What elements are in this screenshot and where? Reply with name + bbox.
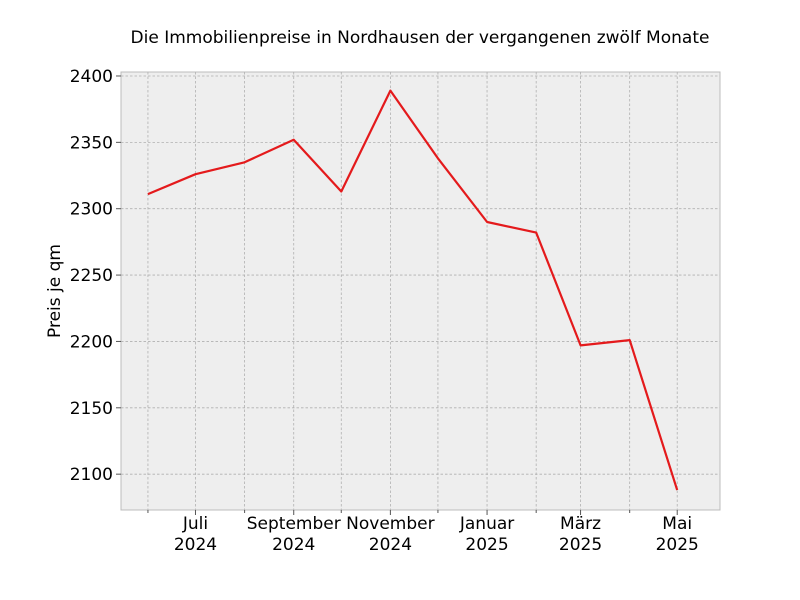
x-tick-label-year: 2024	[272, 535, 315, 555]
x-tick-label-month: Januar	[459, 514, 514, 534]
x-tick-labels: Juli2024September2024November2024Januar2…	[174, 514, 699, 555]
axis-ticks	[116, 75, 678, 515]
x-tick-label-year: 2025	[465, 535, 508, 555]
y-tick-label: 2300	[70, 200, 113, 220]
x-tick-label-month: Mai	[662, 514, 692, 534]
y-tick-label: 2200	[70, 332, 113, 352]
x-tick-label-month: Juli	[182, 514, 208, 534]
series-line	[147, 89, 679, 491]
y-tick-labels: 2100 2150 2200 2250 2300 2350 2400	[70, 67, 113, 485]
y-tick-label: 2100	[70, 465, 113, 485]
x-tick-label-month: November	[346, 514, 434, 534]
plot-area	[120, 71, 721, 511]
y-tick-label: 2350	[70, 133, 113, 153]
x-tick-label-year: 2025	[559, 535, 602, 555]
y-tick-label: 2400	[70, 67, 113, 87]
x-tick-label-year: 2024	[369, 535, 412, 555]
grid-lines	[121, 72, 720, 510]
x-tick-label-month: September	[247, 514, 341, 534]
x-tick-label-year: 2025	[656, 535, 699, 555]
y-tick-label: 2250	[70, 266, 113, 286]
x-tick-label-year: 2024	[174, 535, 217, 555]
x-tick-label-month: März	[560, 514, 601, 534]
y-tick-label: 2150	[70, 399, 113, 419]
chart-title: Die Immobilienpreise in Nordhausen der v…	[131, 28, 710, 48]
y-axis-label: Preis je qm	[45, 244, 65, 338]
